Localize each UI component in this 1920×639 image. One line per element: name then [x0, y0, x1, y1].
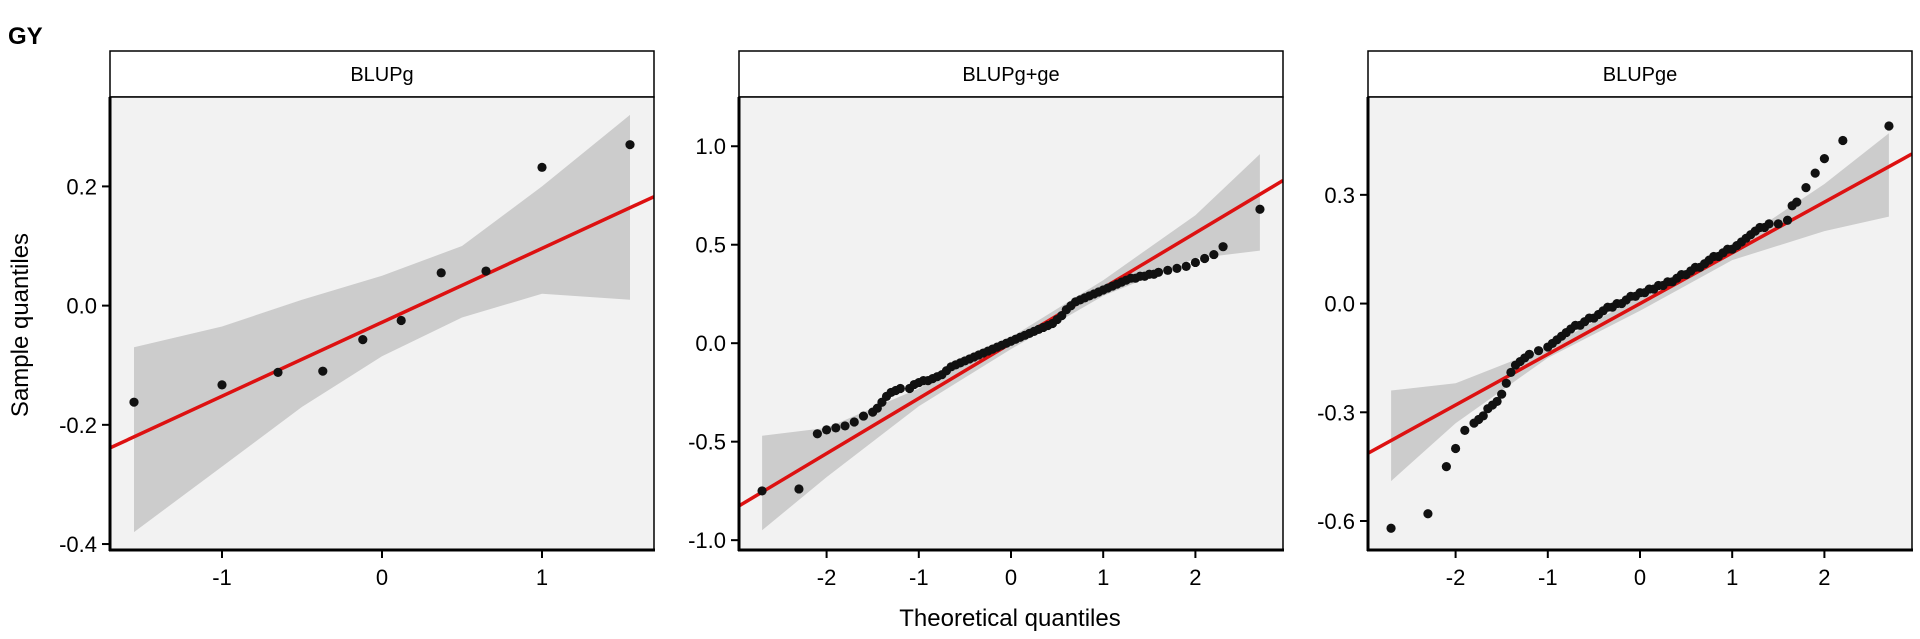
- strip-label: BLUPg: [350, 64, 413, 86]
- x-tick-label: 1: [536, 565, 548, 590]
- x-tick-label: 0: [1005, 565, 1017, 590]
- data-point: [1810, 168, 1820, 178]
- data-point: [396, 315, 406, 326]
- panel-blupg-ge: BLUPg+ge -2 -1 0 1 2 -1.0 -0.5 0.0 0.5 1.0: [688, 50, 1284, 590]
- data-point: [1497, 389, 1507, 399]
- data-point: [129, 397, 139, 407]
- data-point: [858, 411, 869, 421]
- reference-line: [1368, 152, 1912, 455]
- plot-content: [1368, 121, 1912, 533]
- data-point: [1423, 509, 1433, 519]
- reference-line: [110, 195, 654, 450]
- strip-header: [109, 50, 655, 98]
- x-tick-label: 2: [1818, 565, 1830, 590]
- y-tick-label: -0.5: [688, 430, 726, 455]
- data-point: [1441, 462, 1451, 472]
- y-tick-label: 0.5: [695, 233, 726, 258]
- plot-background: [739, 97, 1283, 550]
- x-tick-label: 1: [1097, 565, 1109, 590]
- data-point: [1190, 257, 1201, 268]
- data-point: [318, 366, 328, 376]
- data-point: [1884, 121, 1894, 131]
- data-point: [794, 484, 804, 494]
- strip-label: BLUPge: [1603, 64, 1678, 86]
- y-tick-label: 0.3: [1324, 183, 1355, 208]
- data-point: [1533, 346, 1544, 356]
- confidence-band: [1391, 133, 1889, 482]
- panel-blupge: BLUPge -2 -1 0 1 2 -0.6 -0.3 0.0 0.3: [1317, 50, 1913, 590]
- data-point: [831, 423, 841, 433]
- y-tick-label: -1.0: [688, 528, 726, 553]
- data-point: [1386, 523, 1396, 533]
- data-point: [1460, 425, 1470, 436]
- data-point: [625, 140, 635, 150]
- x-tick-label: -1: [212, 565, 232, 590]
- x-tick-label: 1: [1726, 565, 1738, 590]
- data-point: [849, 417, 859, 427]
- y-tick-label: 0.0: [695, 331, 726, 356]
- y-tick-label: -0.6: [1317, 509, 1355, 534]
- x-tick-label: 0: [376, 565, 388, 590]
- panel-blupg: BLUPg -1 0 1 -0.4 -0.2 0.0 0.2: [59, 50, 655, 590]
- x-tick-label: 0: [1634, 565, 1646, 590]
- data-point: [537, 162, 547, 172]
- data-point: [1819, 154, 1830, 164]
- x-tick-label: -2: [1446, 565, 1466, 590]
- data-point: [273, 367, 283, 377]
- data-point: [1450, 443, 1461, 454]
- data-point: [1200, 253, 1210, 264]
- data-point: [840, 421, 850, 431]
- data-point: [436, 268, 446, 278]
- plot-content: [110, 114, 654, 533]
- data-point: [1255, 204, 1265, 214]
- data-point: [1181, 261, 1191, 271]
- data-point: [1506, 367, 1516, 378]
- y-tick-label: -0.4: [59, 532, 97, 557]
- data-point: [1782, 215, 1793, 225]
- data-point: [1764, 219, 1774, 229]
- figure-title: GY: [8, 23, 43, 50]
- x-tick-label: -1: [909, 565, 929, 590]
- data-point: [821, 425, 832, 435]
- y-tick-label: 0.2: [66, 174, 97, 199]
- data-point: [1524, 349, 1534, 359]
- data-point: [1501, 378, 1511, 388]
- data-point: [812, 429, 822, 439]
- plot-background: [1368, 97, 1912, 550]
- y-axis-title: Sample quantiles: [7, 233, 34, 417]
- data-point: [358, 334, 368, 345]
- strip-header: [738, 50, 1284, 98]
- data-point: [1163, 265, 1173, 275]
- plot-content: [739, 154, 1283, 531]
- data-point: [757, 486, 767, 496]
- y-tick-label: -0.3: [1317, 400, 1355, 425]
- x-tick-label: -2: [817, 565, 837, 590]
- x-tick-label: 2: [1189, 565, 1201, 590]
- x-tick-label: -1: [1538, 565, 1558, 590]
- data-point: [217, 380, 227, 390]
- strip-label: BLUPg+ge: [962, 64, 1059, 86]
- data-point: [1792, 197, 1802, 207]
- panels: BLUPg -1 0 1 -0.4 -0.2 0.0 0.2 BLUPg+ge -2 -1 0 1 2 -1…: [59, 50, 1913, 590]
- data-point: [1801, 183, 1811, 193]
- data-point: [1492, 396, 1502, 407]
- x-axis-title: Theoretical quantiles: [899, 605, 1120, 632]
- y-tick-label: 0.0: [66, 294, 97, 319]
- y-tick-label: -0.2: [59, 413, 97, 438]
- data-point: [1218, 242, 1228, 252]
- y-tick-label: 0.0: [1324, 292, 1355, 317]
- data-point: [1838, 135, 1848, 146]
- strip-header: [1367, 50, 1913, 98]
- data-point: [1209, 249, 1219, 260]
- data-point: [1153, 267, 1164, 277]
- data-point: [1773, 219, 1783, 229]
- data-point: [1478, 411, 1488, 421]
- y-tick-label: 1.0: [695, 134, 726, 159]
- data-point: [895, 383, 905, 394]
- data-point: [481, 266, 491, 276]
- data-point: [1172, 263, 1182, 273]
